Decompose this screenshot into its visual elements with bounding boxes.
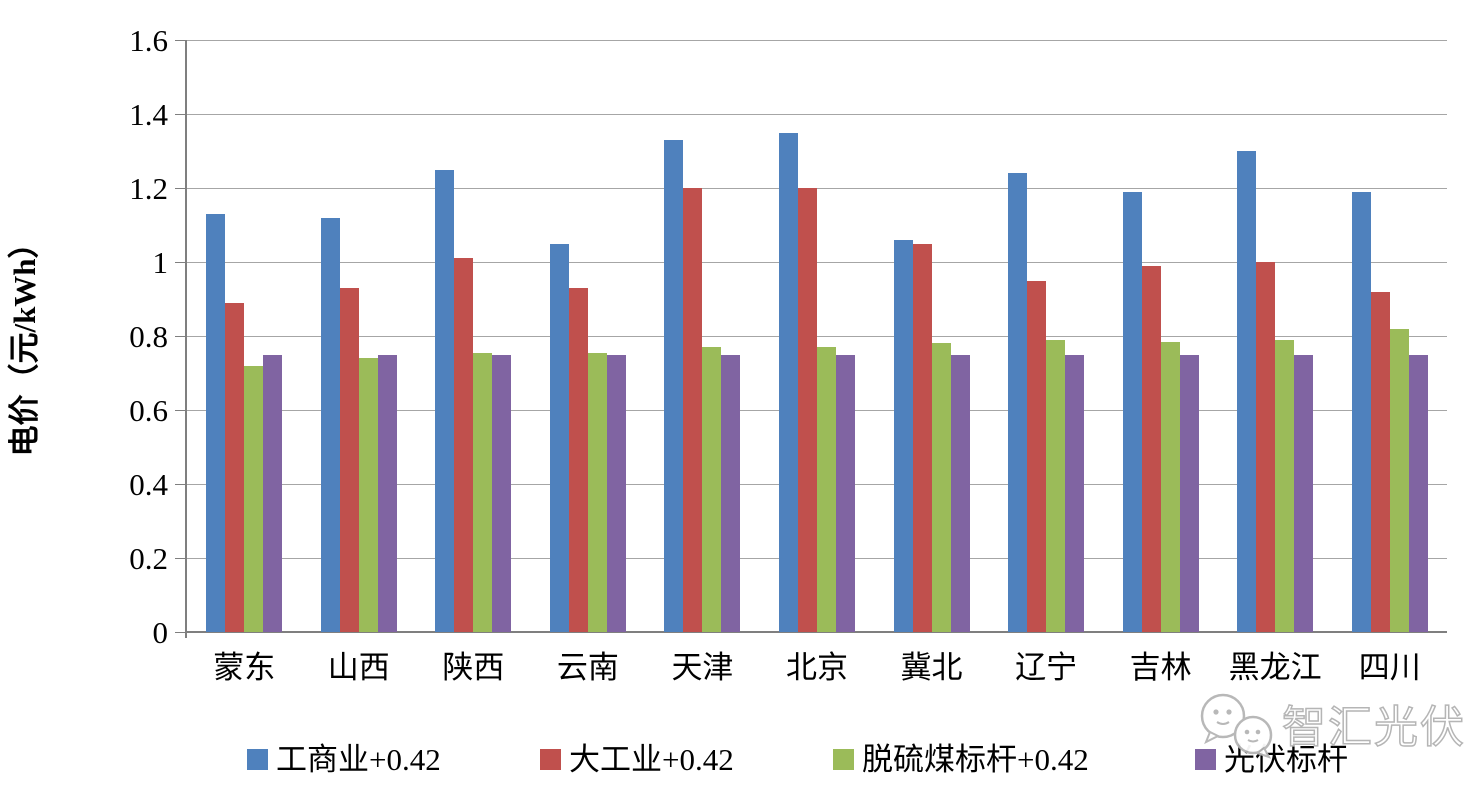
gridline <box>187 188 1447 189</box>
gridline <box>187 40 1447 41</box>
bar-脱硫煤标杆+0.42-冀北 <box>931 343 951 632</box>
x-tick-label: 北京 <box>785 650 848 685</box>
y-tick-label: 1 <box>152 245 169 280</box>
x-tick-label: 辽宁 <box>1015 650 1078 685</box>
legend-label: 脱硫煤标杆+0.42 <box>862 742 1089 777</box>
legend-item: 工商业+0.42 <box>247 744 441 775</box>
bar-光伏标杆-吉林 <box>1179 354 1199 632</box>
bar-脱硫煤标杆+0.42-黑龙江 <box>1275 339 1295 632</box>
legend-label: 光伏标杆 <box>1224 742 1348 777</box>
legend-swatch-icon <box>1195 749 1216 770</box>
x-axis-line <box>185 631 1447 633</box>
y-tick-label: 0.4 <box>129 467 168 502</box>
bar-大工业+0.42-吉林 <box>1141 265 1161 632</box>
bar-脱硫煤标杆+0.42-陕西 <box>473 352 493 632</box>
legend-item: 脱硫煤标杆+0.42 <box>833 744 1089 775</box>
legend-item: 光伏标杆 <box>1195 744 1348 775</box>
legend-swatch-icon <box>247 749 268 770</box>
bar-脱硫煤标杆+0.42-云南 <box>587 352 607 632</box>
y-tick-mark <box>175 188 187 189</box>
x-tick-label: 冀北 <box>900 650 963 685</box>
bar-光伏标杆-辽宁 <box>1065 354 1085 632</box>
bar-大工业+0.42-天津 <box>683 188 703 632</box>
legend-label: 大工业+0.42 <box>569 742 734 777</box>
bar-光伏标杆-四川 <box>1408 354 1428 632</box>
legend-swatch-icon <box>540 749 561 770</box>
bar-工商业+0.42-辽宁 <box>1008 173 1028 632</box>
y-tick-mark <box>175 336 187 337</box>
y-tick-label: 0 <box>152 615 169 650</box>
gridline <box>187 262 1447 263</box>
x-tick-label: 云南 <box>556 650 619 685</box>
bar-光伏标杆-蒙东 <box>263 354 283 632</box>
bar-大工业+0.42-冀北 <box>912 243 932 632</box>
y-tick-label: 0.2 <box>129 541 168 576</box>
bar-大工业+0.42-四川 <box>1370 291 1390 632</box>
x-tick-label: 蒙东 <box>213 650 276 685</box>
bar-工商业+0.42-云南 <box>549 243 569 632</box>
bar-工商业+0.42-北京 <box>779 132 798 632</box>
bar-光伏标杆-冀北 <box>950 354 970 632</box>
y-tick-mark <box>175 410 187 411</box>
bar-工商业+0.42-黑龙江 <box>1237 151 1257 632</box>
bar-脱硫煤标杆+0.42-蒙东 <box>244 365 264 632</box>
x-tick-label: 天津 <box>671 650 734 685</box>
bar-大工业+0.42-蒙东 <box>225 302 245 632</box>
y-tick-mark <box>175 484 187 485</box>
x-tick-label: 陕西 <box>442 650 505 685</box>
gridline <box>187 336 1447 337</box>
y-tick-label: 1.2 <box>129 171 168 206</box>
bar-大工业+0.42-辽宁 <box>1027 280 1047 632</box>
bar-工商业+0.42-冀北 <box>893 239 913 632</box>
y-tick-mark <box>175 114 187 115</box>
x-tick-label: 黑龙江 <box>1228 650 1322 685</box>
bar-光伏标杆-陕西 <box>492 354 512 632</box>
bar-光伏标杆-黑龙江 <box>1294 354 1314 632</box>
bar-脱硫煤标杆+0.42-山西 <box>358 358 378 632</box>
legend-item: 大工业+0.42 <box>540 744 734 775</box>
bar-光伏标杆-山西 <box>377 354 397 632</box>
bar-工商业+0.42-山西 <box>320 217 340 632</box>
y-tick-label: 1.4 <box>129 97 168 132</box>
bar-脱硫煤标杆+0.42-四川 <box>1389 328 1409 632</box>
y-tick-label: 0.6 <box>129 393 168 428</box>
y-tick-mark <box>175 262 187 263</box>
bar-脱硫煤标杆+0.42-辽宁 <box>1046 339 1066 632</box>
y-tick-mark <box>175 558 187 559</box>
bar-光伏标杆-北京 <box>836 354 855 632</box>
legend-swatch-icon <box>833 749 854 770</box>
y-tick-label: 0.8 <box>129 319 168 354</box>
bar-脱硫煤标杆+0.42-吉林 <box>1160 341 1180 632</box>
y-axis-line <box>185 40 187 638</box>
x-tick-label: 山西 <box>327 650 390 685</box>
legend-label: 工商业+0.42 <box>276 742 441 777</box>
bar-工商业+0.42-天津 <box>664 139 684 632</box>
bar-光伏标杆-天津 <box>721 354 741 632</box>
bar-大工业+0.42-陕西 <box>454 258 474 632</box>
bar-工商业+0.42-陕西 <box>435 169 455 632</box>
y-tick-mark <box>175 632 187 633</box>
bar-工商业+0.42-吉林 <box>1122 191 1142 632</box>
x-tick-label: 吉林 <box>1129 650 1192 685</box>
bar-脱硫煤标杆+0.42-北京 <box>817 347 836 632</box>
x-tick-label: 四川 <box>1358 650 1421 685</box>
bar-大工业+0.42-山西 <box>339 287 359 632</box>
bar-大工业+0.42-黑龙江 <box>1256 262 1276 632</box>
y-tick-mark <box>175 40 187 41</box>
bar-工商业+0.42-蒙东 <box>206 213 226 632</box>
gridline <box>187 114 1447 115</box>
bar-脱硫煤标杆+0.42-天津 <box>702 347 722 632</box>
y-tick-label: 1.6 <box>129 23 168 58</box>
bar-工商业+0.42-四川 <box>1351 191 1371 632</box>
bar-大工业+0.42-北京 <box>798 188 817 632</box>
bar-大工业+0.42-云南 <box>568 287 588 632</box>
bar-光伏标杆-云南 <box>606 354 626 632</box>
